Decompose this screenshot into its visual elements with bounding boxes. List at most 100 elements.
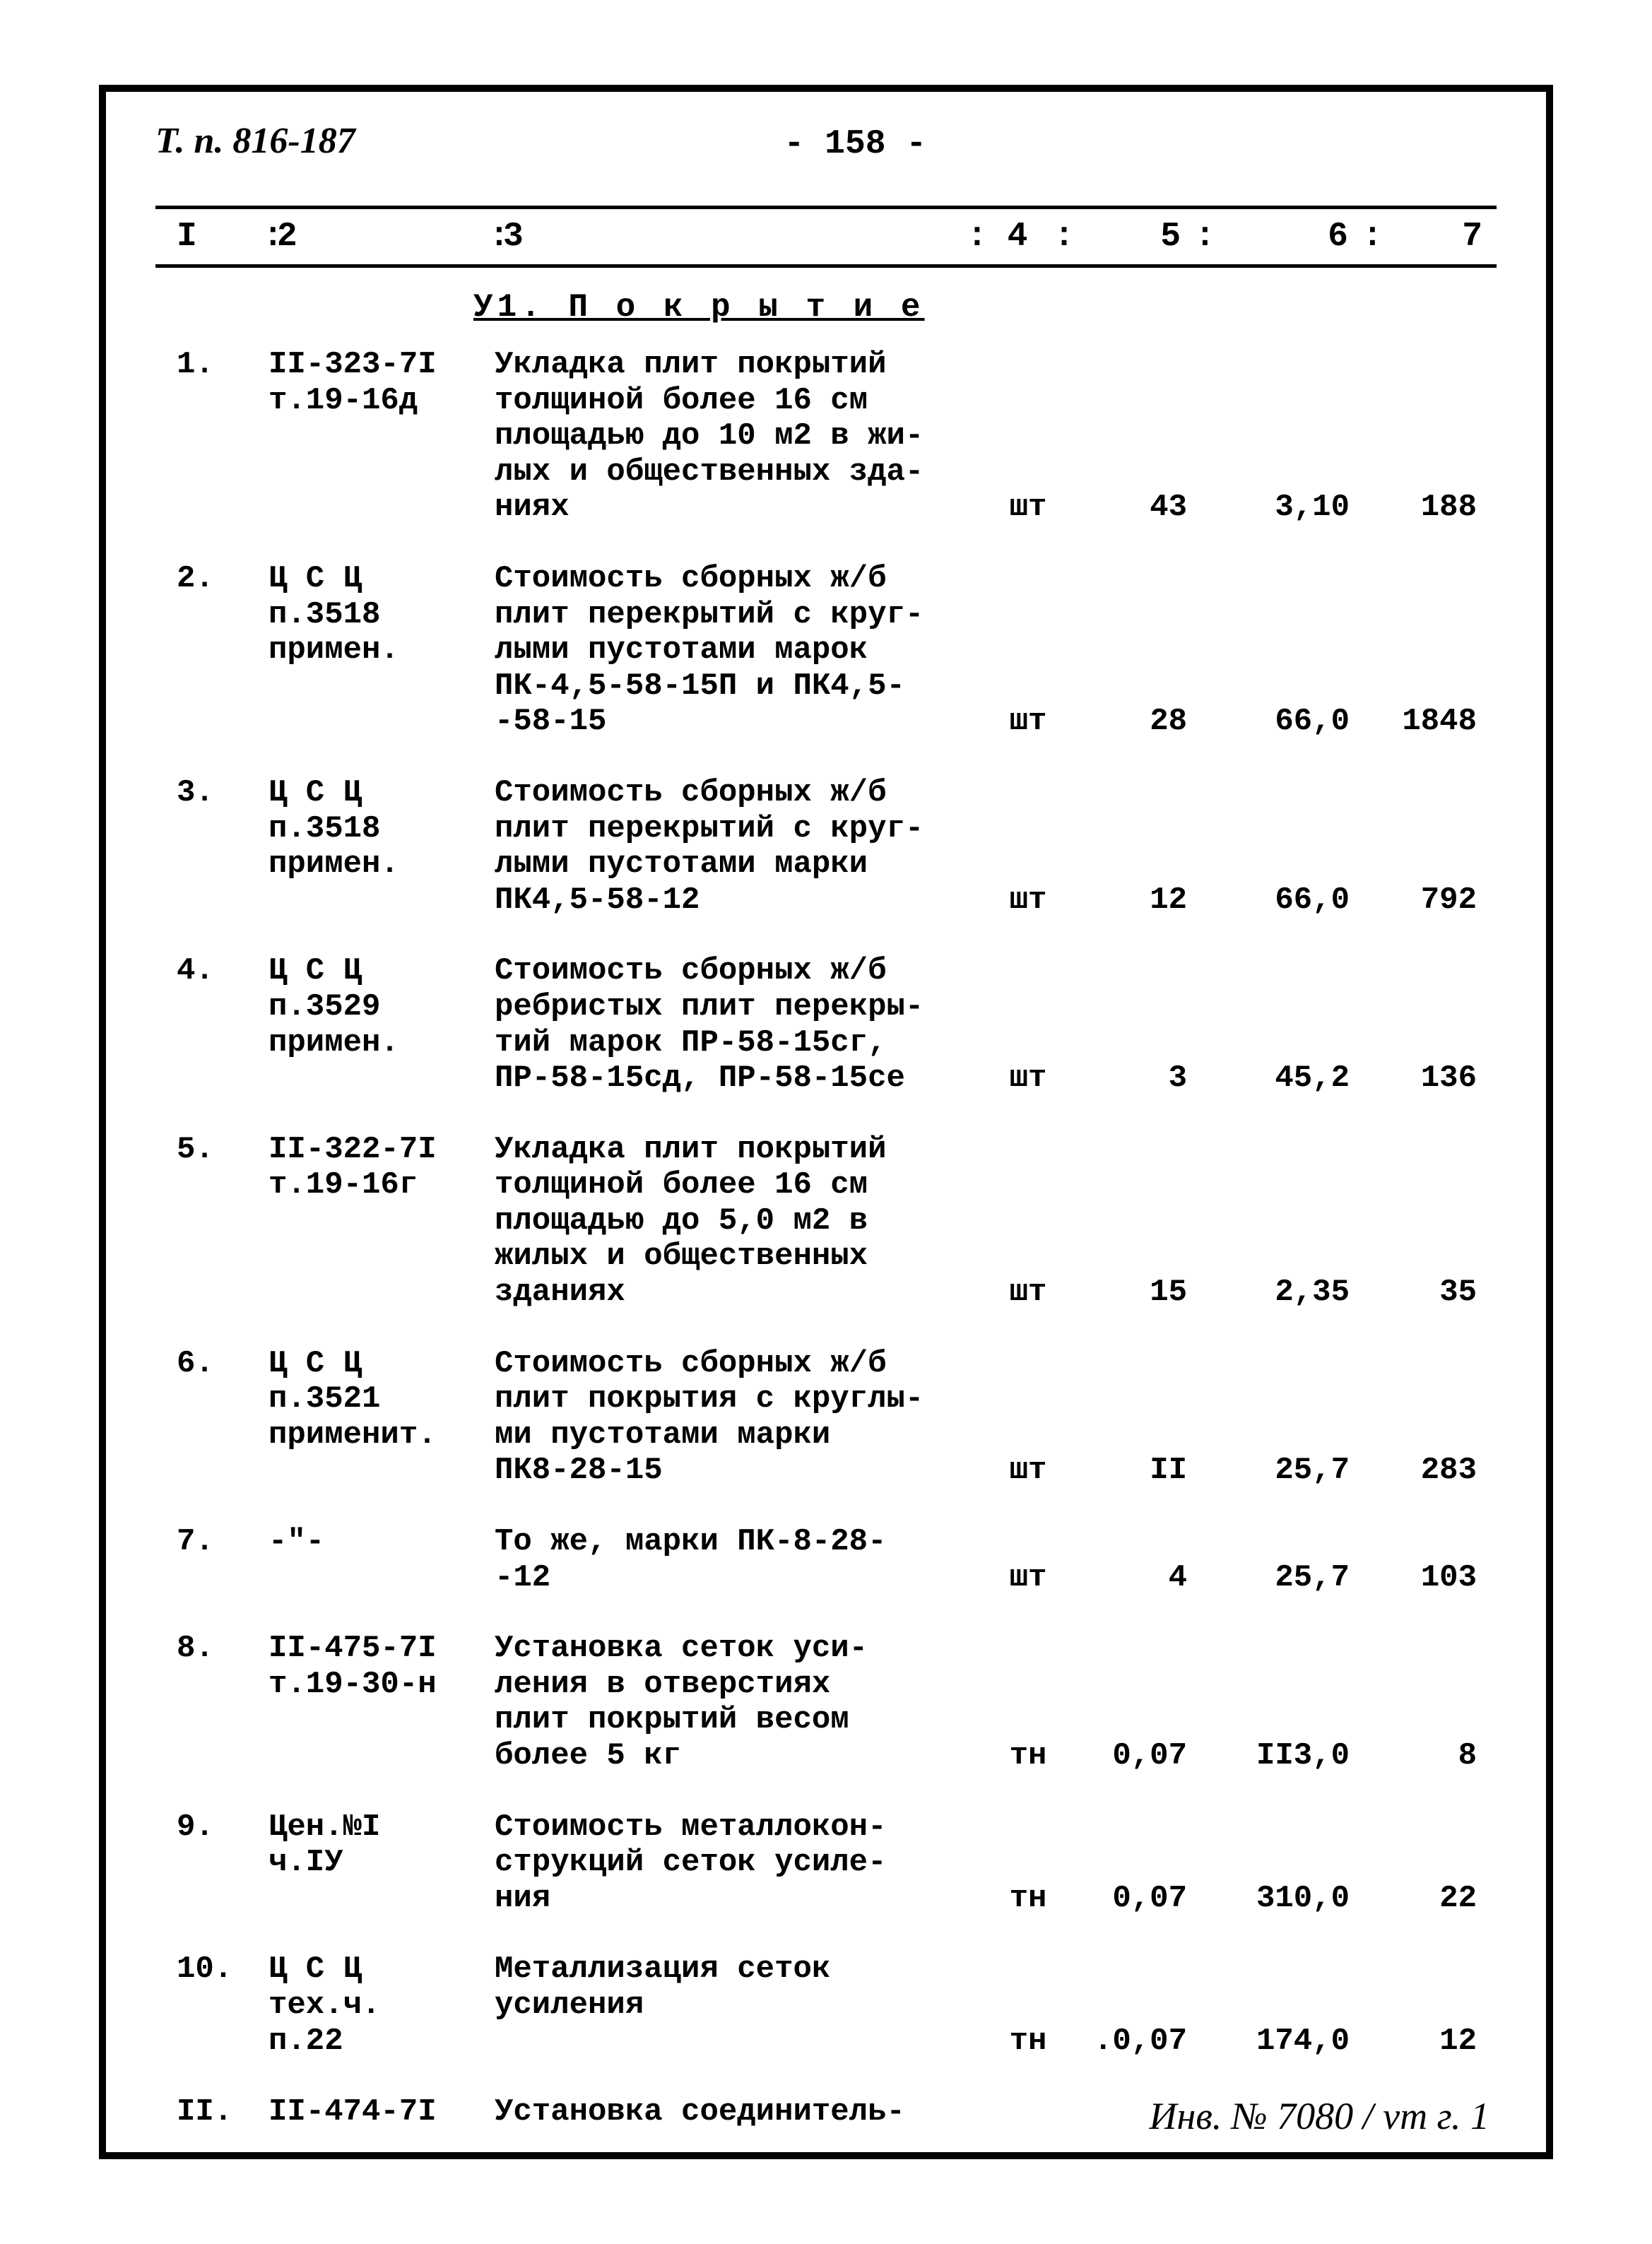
row-total: 1848 [1364, 704, 1491, 740]
row-reference: II-322-7I т.19-16г [269, 1132, 495, 1203]
row-price: 25,7 [1201, 1560, 1364, 1596]
col-sep: : [489, 218, 503, 256]
row-unit: шт [989, 882, 1067, 919]
row-total: 188 [1364, 490, 1491, 526]
table-row: 6.Ц С Ц п.3521 применит.Стоимость сборны… [155, 1346, 1497, 1489]
row-number: 1. [155, 347, 269, 383]
row-unit: шт [989, 1061, 1067, 1097]
table-row: 9.Цен.№I ч.IУСтоимость металлокон- струк… [155, 1809, 1497, 1917]
row-total: 12 [1364, 2024, 1491, 2060]
row-number: 2. [155, 561, 269, 597]
row-reference: Цен.№I ч.IУ [269, 1809, 495, 1881]
row-description: Стоимость сборных ж/б плит перекрытий с … [495, 561, 989, 740]
col-header-3: 3 [503, 218, 967, 256]
col-sep: : [967, 218, 981, 256]
row-unit: тн [989, 2024, 1067, 2060]
row-unit: шт [989, 704, 1067, 740]
row-reference: Ц С Ц п.3518 примен. [269, 561, 495, 668]
row-description: Укладка плит покрытий толщиной более 16 … [495, 1132, 989, 1311]
row-description: Установка соединитель- [495, 2094, 989, 2130]
table-area: I : 2 : 3 : 4 : 5 : 6 : 7 У1. П о к р ы … [155, 206, 1497, 2130]
row-reference: Ц С Ц п.3529 примен. [269, 953, 495, 1061]
row-number: 5. [155, 1132, 269, 1168]
col-header-7: 7 [1376, 218, 1497, 256]
row-reference: Ц С Ц п.3521 применит. [269, 1346, 495, 1453]
row-description: То же, марки ПК-8-28- -12 [495, 1524, 989, 1595]
row-total: 8 [1364, 1738, 1491, 1774]
col-header-6: 6 [1209, 218, 1362, 256]
col-header-5: 5 [1068, 218, 1195, 256]
row-price: 66,0 [1201, 704, 1364, 740]
row-total: 792 [1364, 882, 1491, 919]
row-quantity: 43 [1067, 490, 1201, 526]
header-row: Т. п. 816-187 - 158 - [155, 120, 1497, 163]
row-unit: шт [989, 1275, 1067, 1311]
row-unit: тн [989, 1881, 1067, 1917]
row-description: Стоимость сборных ж/б плит перекрытий с … [495, 775, 989, 918]
row-price: II3,0 [1201, 1738, 1364, 1774]
row-total: 22 [1364, 1881, 1491, 1917]
page-number: - 158 - [214, 125, 1497, 163]
col-sep: : [1362, 218, 1376, 256]
row-quantity: 3 [1067, 1061, 1201, 1097]
row-total: 283 [1364, 1453, 1491, 1489]
page-outer: Т. п. 816-187 - 158 - I : 2 : 3 : 4 : 5 … [0, 0, 1652, 2244]
row-price: 45,2 [1201, 1061, 1364, 1097]
row-total: 35 [1364, 1275, 1491, 1311]
row-reference: II-323-7I т.19-16д [269, 347, 495, 418]
row-number: II. [155, 2094, 269, 2130]
row-quantity: 0,07 [1067, 1738, 1201, 1774]
row-reference: Ц С Ц тех.ч. п.22 [269, 1951, 495, 2059]
row-number: 8. [155, 1631, 269, 1667]
row-reference: II-475-7I т.19-30-н [269, 1631, 495, 1702]
table-row: 2.Ц С Ц п.3518 примен.Стоимость сборных … [155, 561, 1497, 740]
row-price: 310,0 [1201, 1881, 1364, 1917]
row-total: 136 [1364, 1061, 1491, 1097]
row-quantity: .0,07 [1067, 2024, 1201, 2060]
row-description: Укладка плит покрытий толщиной более 16 … [495, 347, 989, 526]
table-row: 5.II-322-7I т.19-16гУкладка плит покрыти… [155, 1132, 1497, 1311]
row-total: 103 [1364, 1560, 1491, 1596]
col-sep: : [1195, 218, 1209, 256]
row-quantity: II [1067, 1453, 1201, 1489]
row-quantity: 0,07 [1067, 1881, 1201, 1917]
table-row: 1.II-323-7I т.19-16дУкладка плит покрыти… [155, 347, 1497, 526]
row-quantity: 28 [1067, 704, 1201, 740]
col-header-1: I [155, 218, 263, 256]
page-frame: Т. п. 816-187 - 158 - I : 2 : 3 : 4 : 5 … [99, 85, 1553, 2159]
row-reference: -"- [269, 1524, 495, 1560]
row-description: Установка сеток уси- ления в отверстиях … [495, 1631, 989, 1773]
row-quantity: 4 [1067, 1560, 1201, 1596]
row-unit: шт [989, 490, 1067, 526]
col-header-4: 4 [981, 218, 1054, 256]
row-price: 25,7 [1201, 1453, 1364, 1489]
col-sep: : [1054, 218, 1068, 256]
footer-note: Инв. № 7080 / vт г. 1 [1150, 2094, 1489, 2138]
row-number: 10. [155, 1951, 269, 1988]
table-row: 3.Ц С Ц п.3518 примен.Стоимость сборных … [155, 775, 1497, 918]
row-number: 4. [155, 953, 269, 989]
row-number: 9. [155, 1809, 269, 1846]
row-number: 6. [155, 1346, 269, 1382]
section-title: У1. П о к р ы т и е [473, 289, 1497, 326]
row-quantity: 12 [1067, 882, 1201, 919]
col-sep: : [263, 218, 277, 256]
row-reference: II-474-7I [269, 2094, 495, 2130]
row-unit: шт [989, 1453, 1067, 1489]
row-unit: тн [989, 1738, 1067, 1774]
row-price: 2,35 [1201, 1275, 1364, 1311]
table-row: 8.II-475-7I т.19-30-нУстановка сеток уси… [155, 1631, 1497, 1773]
row-reference: Ц С Ц п.3518 примен. [269, 775, 495, 882]
row-price: 66,0 [1201, 882, 1364, 919]
rows-container: 1.II-323-7I т.19-16дУкладка плит покрыти… [155, 347, 1497, 2130]
row-description: Металлизация сеток усиления [495, 1951, 989, 2023]
row-description: Стоимость сборных ж/б ребристых плит пер… [495, 953, 989, 1096]
row-unit: шт [989, 1560, 1067, 1596]
column-header-row: I : 2 : 3 : 4 : 5 : 6 : 7 [155, 206, 1497, 268]
row-description: Стоимость сборных ж/б плит покрытия с кр… [495, 1346, 989, 1489]
table-row: 10.Ц С Ц тех.ч. п.22Металлизация сеток у… [155, 1951, 1497, 2059]
col-header-2: 2 [277, 218, 489, 256]
row-price: 174,0 [1201, 2024, 1364, 2060]
table-row: 4.Ц С Ц п.3529 примен.Стоимость сборных … [155, 953, 1497, 1096]
row-description: Стоимость металлокон- струкций сеток уси… [495, 1809, 989, 1917]
